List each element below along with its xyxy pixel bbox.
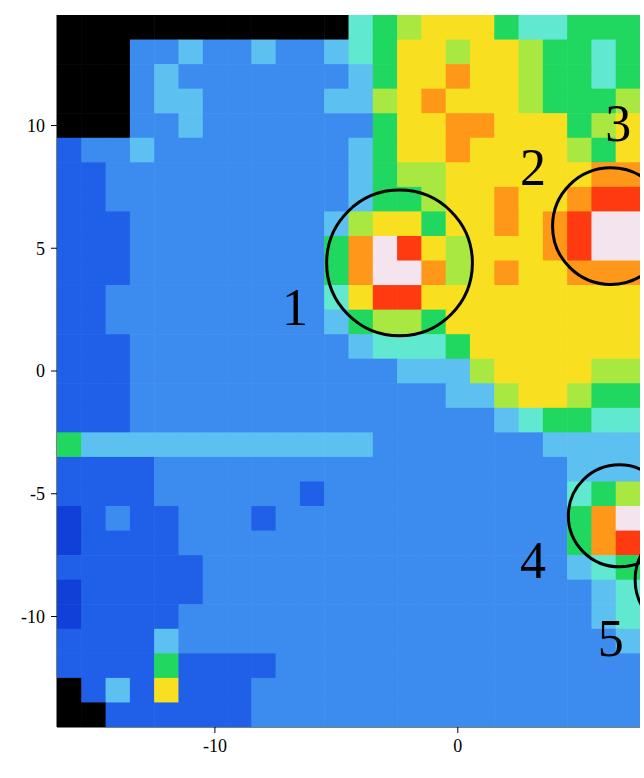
- svg-text:4: 4: [520, 532, 546, 589]
- svg-text:2: 2: [520, 139, 546, 196]
- svg-text:0: 0: [36, 361, 45, 381]
- svg-text:-5: -5: [30, 484, 45, 504]
- svg-text:-10: -10: [203, 736, 227, 756]
- svg-text:0: 0: [453, 736, 462, 756]
- svg-text:5: 5: [598, 610, 624, 667]
- svg-text:10: 10: [27, 116, 45, 136]
- svg-text:1: 1: [282, 279, 308, 336]
- svg-text:5: 5: [36, 239, 45, 259]
- svg-text:-10: -10: [21, 607, 45, 627]
- svg-text:3: 3: [605, 95, 631, 152]
